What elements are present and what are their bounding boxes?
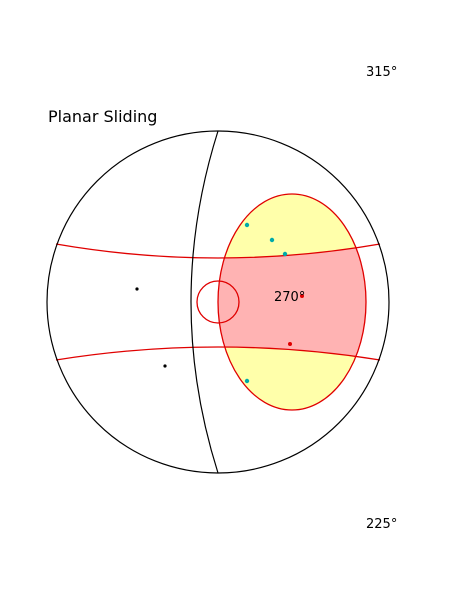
critical-pole-marker — [300, 294, 304, 298]
friction-cone-upper-arc — [55, 243, 381, 259]
direction-label-top-right: 315° — [366, 65, 398, 80]
pole-marker — [244, 378, 250, 384]
slope-great-circle — [190, 130, 219, 474]
pole-marker — [282, 251, 288, 257]
direction-label-center: 270° — [274, 290, 306, 305]
pole-marker — [244, 222, 250, 228]
point-marker — [135, 287, 139, 291]
point-marker — [163, 364, 167, 368]
friction-circle — [196, 280, 240, 324]
critical-zone — [218, 244, 366, 360]
pole-marker — [269, 237, 275, 243]
direction-label-bottom-right: 225° — [366, 517, 398, 532]
critical-pole-marker — [288, 342, 292, 346]
friction-cone-lower-arc — [55, 346, 381, 361]
diagram-title: Planar Sliding — [48, 107, 158, 126]
daylight-envelope-outline — [217, 193, 367, 411]
